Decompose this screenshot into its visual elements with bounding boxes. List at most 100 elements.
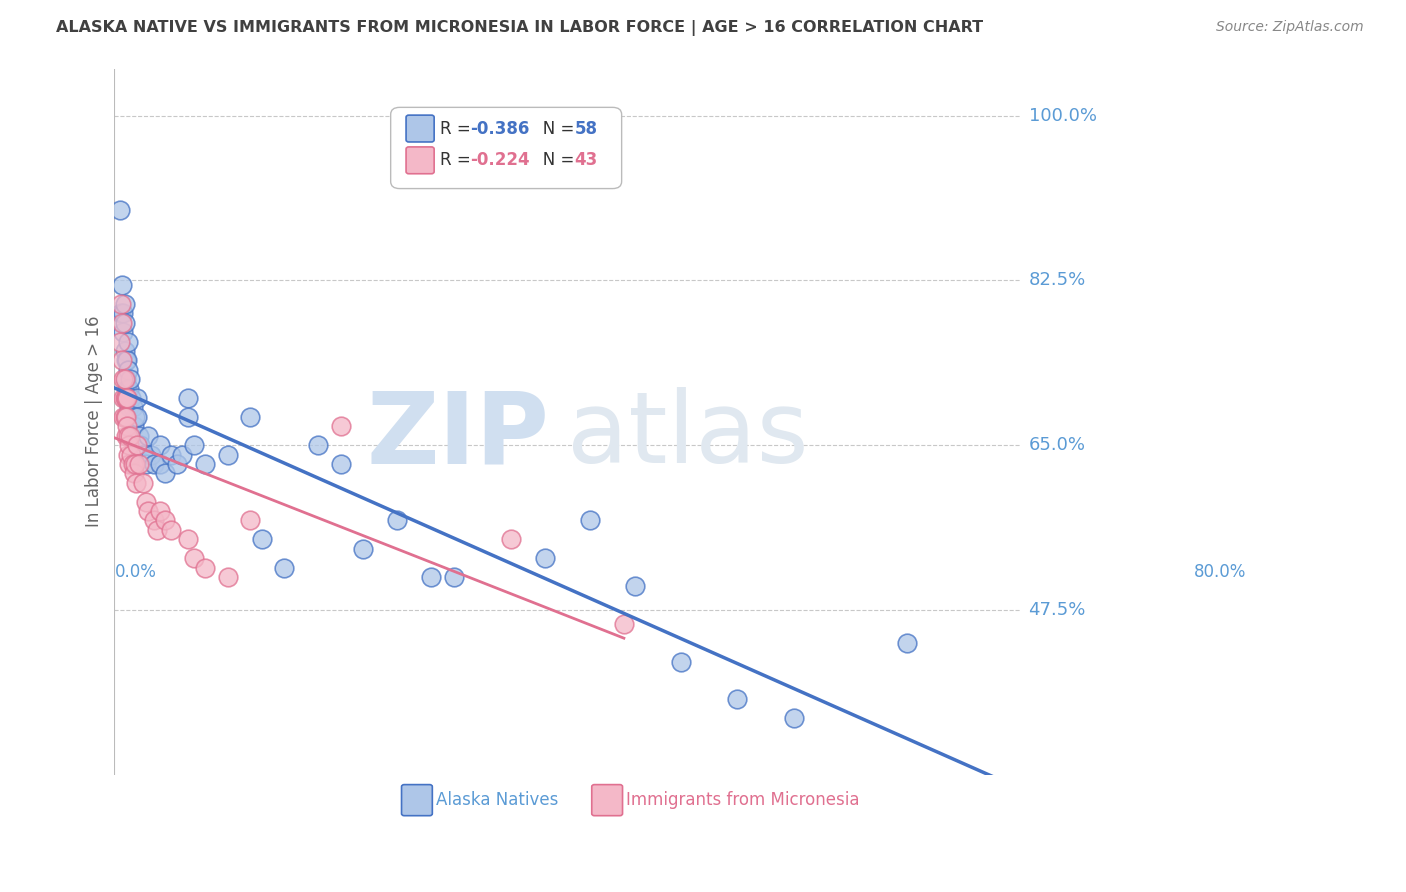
Point — [669, 655, 692, 669]
Point — [183, 438, 205, 452]
Point — [783, 711, 806, 725]
Point — [114, 391, 136, 405]
Point — [120, 372, 142, 386]
Y-axis label: In Labor Force | Age > 16: In Labor Force | Age > 16 — [86, 316, 103, 527]
Point — [114, 372, 136, 386]
Point — [114, 297, 136, 311]
Point — [108, 202, 131, 217]
Point — [172, 448, 194, 462]
Point — [353, 541, 375, 556]
Point — [896, 636, 918, 650]
Point — [329, 457, 352, 471]
Point — [146, 523, 169, 537]
Text: N =: N = — [526, 152, 579, 169]
Point — [115, 382, 138, 396]
Point — [155, 514, 177, 528]
Text: ZIP: ZIP — [367, 387, 550, 484]
Point — [122, 419, 145, 434]
Point — [112, 372, 135, 386]
Point — [118, 382, 141, 396]
Point — [533, 551, 555, 566]
Point — [217, 448, 239, 462]
Point — [120, 429, 142, 443]
Point — [118, 401, 141, 415]
Point — [579, 514, 602, 528]
Point — [125, 391, 148, 405]
Point — [149, 504, 172, 518]
Point — [128, 429, 150, 443]
Point — [117, 448, 139, 462]
Point — [114, 391, 136, 405]
Point — [139, 448, 162, 462]
Point — [117, 363, 139, 377]
Point — [129, 438, 152, 452]
Point — [194, 560, 217, 574]
Point — [613, 617, 636, 632]
Point — [194, 457, 217, 471]
Point — [177, 409, 200, 424]
Point — [110, 306, 132, 320]
Point — [115, 391, 138, 405]
Point — [143, 514, 166, 528]
Point — [725, 692, 748, 706]
FancyBboxPatch shape — [402, 785, 432, 815]
Point — [124, 409, 146, 424]
Point — [112, 391, 135, 405]
Point — [149, 438, 172, 452]
Point — [125, 475, 148, 490]
Point — [135, 457, 157, 471]
Point — [128, 457, 150, 471]
Point — [166, 457, 188, 471]
FancyBboxPatch shape — [406, 115, 434, 142]
Text: -0.386: -0.386 — [471, 120, 530, 137]
Point — [114, 409, 136, 424]
Point — [114, 391, 136, 405]
Point — [125, 438, 148, 452]
Point — [387, 514, 409, 528]
Text: 65.0%: 65.0% — [1029, 436, 1085, 454]
Point — [499, 533, 522, 547]
Text: Immigrants from Micronesia: Immigrants from Micronesia — [626, 791, 859, 809]
Point — [111, 353, 134, 368]
Point — [117, 429, 139, 443]
Point — [120, 448, 142, 462]
Text: 82.5%: 82.5% — [1029, 271, 1085, 289]
Point — [149, 457, 172, 471]
Point — [111, 278, 134, 293]
Text: R =: R = — [440, 120, 477, 137]
Point — [112, 325, 135, 339]
Point — [108, 334, 131, 349]
Point — [138, 429, 160, 443]
Text: 58: 58 — [575, 120, 598, 137]
Point — [114, 429, 136, 443]
Point — [183, 551, 205, 566]
Text: 100.0%: 100.0% — [1029, 107, 1097, 125]
Point — [177, 391, 200, 405]
Point — [155, 467, 177, 481]
Point — [239, 409, 262, 424]
Point — [273, 560, 295, 574]
Point — [624, 579, 647, 593]
Point — [250, 533, 273, 547]
Text: 43: 43 — [575, 152, 598, 169]
Point — [114, 353, 136, 368]
Text: 80.0%: 80.0% — [1194, 563, 1247, 581]
Text: 47.5%: 47.5% — [1029, 601, 1085, 619]
Text: atlas: atlas — [567, 387, 808, 484]
Point — [307, 438, 329, 452]
Point — [443, 570, 465, 584]
Point — [122, 467, 145, 481]
Point — [118, 457, 141, 471]
FancyBboxPatch shape — [592, 785, 623, 815]
Point — [121, 457, 143, 471]
Point — [124, 457, 146, 471]
Point — [138, 504, 160, 518]
Point — [217, 570, 239, 584]
Point — [125, 409, 148, 424]
Text: 0.0%: 0.0% — [114, 563, 156, 581]
Point — [110, 297, 132, 311]
Point — [177, 533, 200, 547]
Point — [114, 372, 136, 386]
FancyBboxPatch shape — [391, 107, 621, 188]
Point — [132, 475, 155, 490]
